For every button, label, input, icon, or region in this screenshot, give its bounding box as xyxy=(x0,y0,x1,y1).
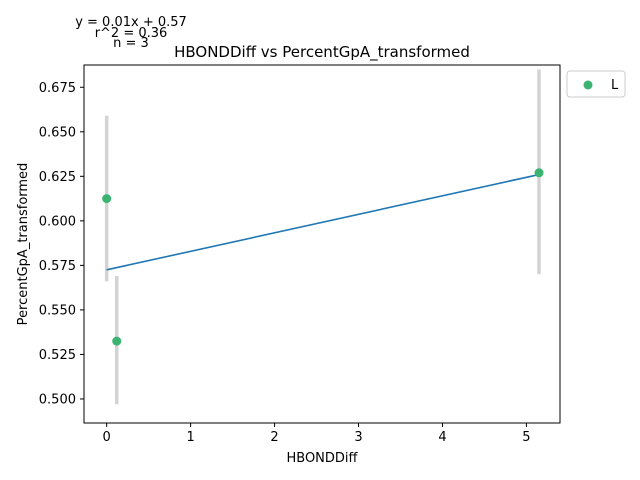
data-point xyxy=(112,336,122,346)
x-tick-label: 3 xyxy=(354,430,362,445)
x-axis-ticks: 0 1 2 3 4 5 xyxy=(103,423,531,445)
data-points xyxy=(102,168,544,346)
data-point xyxy=(102,194,112,204)
fit-line-group xyxy=(106,173,540,271)
y-tick-label: 0.625 xyxy=(39,170,76,185)
y-axis-label: PercentGpA_transformed xyxy=(16,163,31,326)
annotation-r-squared: r^2 = 0.36 xyxy=(95,26,168,41)
x-tick-label: 4 xyxy=(438,430,446,445)
y-tick-label: 0.650 xyxy=(39,125,76,140)
legend: L xyxy=(566,70,626,98)
chart-title: HBONDDiff vs PercentGpA_transformed xyxy=(174,43,470,62)
x-tick-label: 0 xyxy=(103,430,111,445)
y-axis-ticks: 0.500 0.525 0.550 0.575 0.600 0.625 0.650 0.675 xyxy=(39,81,84,407)
annotation-n: n = 3 xyxy=(113,36,149,51)
x-tick-label: 5 xyxy=(522,430,530,445)
y-tick-label: 0.525 xyxy=(39,348,76,363)
y-tick-label: 0.500 xyxy=(39,392,76,407)
plot-area-frame xyxy=(83,64,561,424)
legend-label: L xyxy=(611,78,619,93)
legend-marker xyxy=(583,80,593,90)
fit-line xyxy=(106,173,540,271)
y-tick-label: 0.675 xyxy=(39,81,76,96)
y-tick-label: 0.600 xyxy=(39,214,76,229)
annotation-equation: y = 0.01x + 0.57 xyxy=(75,15,187,30)
error-bars xyxy=(104,69,541,405)
y-tick-label: 0.575 xyxy=(39,259,76,274)
legend-box xyxy=(566,70,626,98)
regression-annotations: y = 0.01x + 0.57 r^2 = 0.36 n = 3 xyxy=(75,15,187,51)
x-tick-label: 2 xyxy=(270,430,278,445)
y-tick-label: 0.550 xyxy=(39,303,76,318)
data-point xyxy=(534,168,544,178)
x-axis-label: HBONDDiff xyxy=(286,451,358,466)
x-tick-label: 1 xyxy=(186,430,194,445)
